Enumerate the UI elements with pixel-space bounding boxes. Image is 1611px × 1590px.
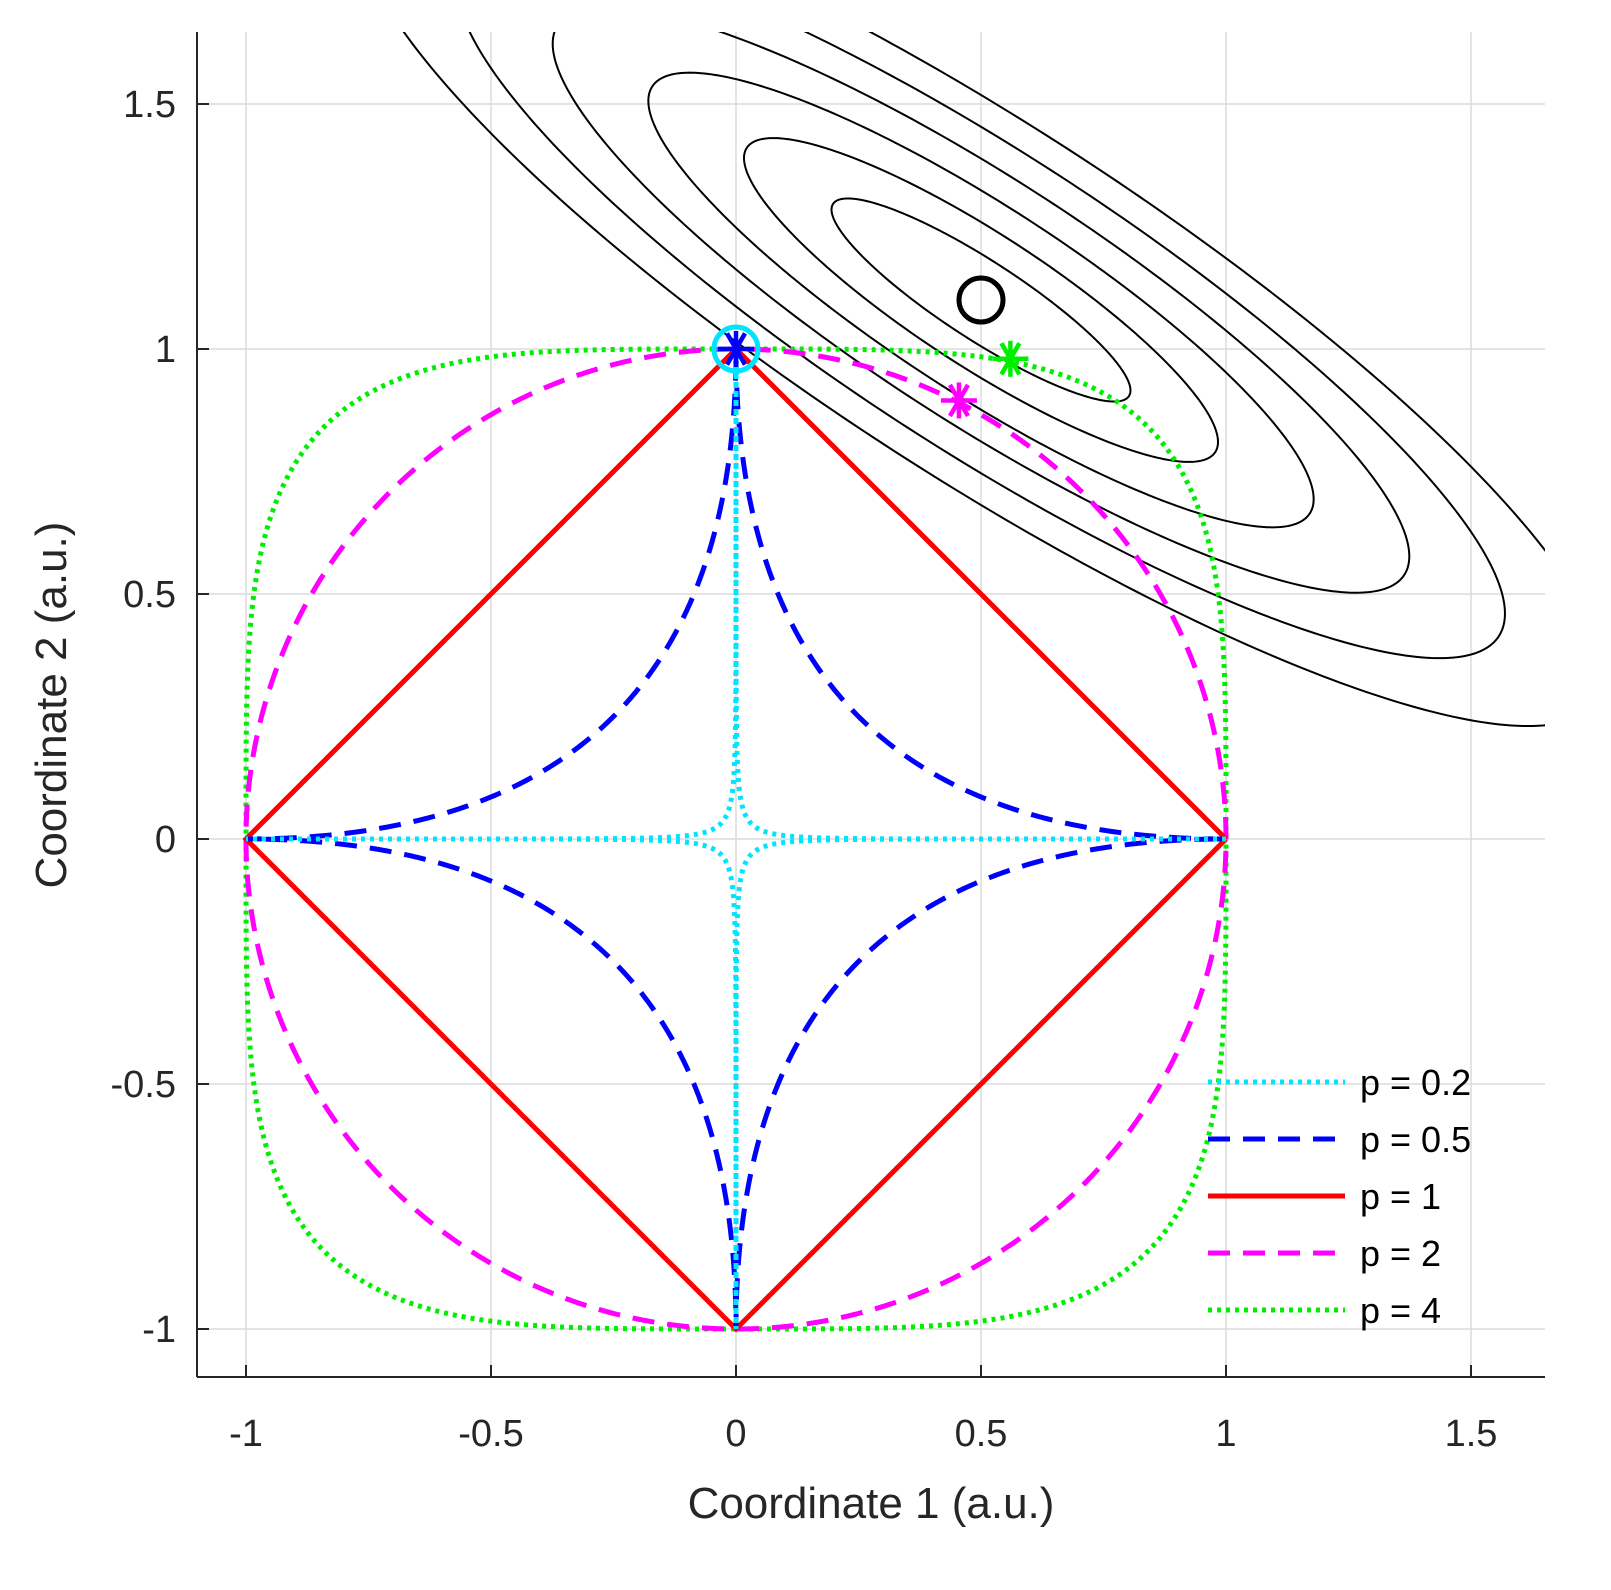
y-tick-label: -1 — [142, 1309, 176, 1351]
legend-label: p = 4 — [1360, 1290, 1441, 1331]
contour-lines — [402, 32, 1545, 728]
y-tick-label: -0.5 — [111, 1064, 176, 1106]
legend-item-p-0-2: p = 0.2 — [1208, 1062, 1471, 1103]
norm-balls — [242, 345, 1229, 1333]
x-tick-label: 1.5 — [1445, 1413, 1498, 1455]
y-tick-label: 0 — [155, 819, 176, 861]
solution-markers — [711, 275, 1029, 419]
contour-level-1 — [830, 197, 1132, 403]
contour-level-2 — [743, 137, 1219, 463]
contour-level-5 — [468, 32, 1506, 660]
legend-item-p-1: p = 1 — [1208, 1176, 1441, 1217]
y-axis-title: Coordinate 2 (a.u.) — [27, 522, 76, 889]
legend-label: p = 1 — [1360, 1176, 1441, 1217]
legend: p = 0.2 p = 0.5 p = 1 p = 2 p = 4 — [1208, 1062, 1471, 1331]
marker-p4-solution — [992, 340, 1029, 377]
legend-item-p-2: p = 2 — [1208, 1233, 1441, 1274]
contour-level-4 — [551, 32, 1411, 594]
y-tick-label: 1 — [155, 329, 176, 371]
x-tick-label: 0 — [725, 1413, 746, 1455]
legend-item-p-4: p = 4 — [1208, 1290, 1441, 1331]
legend-label: p = 0.5 — [1360, 1119, 1471, 1160]
contour-level-3 — [647, 71, 1315, 529]
series-line-p-0-5 — [246, 349, 1226, 1329]
legend-label: p = 2 — [1360, 1233, 1441, 1274]
y-tick-label: 1.5 — [123, 84, 176, 126]
x-axis-title: Coordinate 1 (a.u.) — [688, 1479, 1055, 1528]
x-tick-label: -0.5 — [458, 1413, 523, 1455]
legend-item-p-0-5: p = 0.5 — [1208, 1119, 1471, 1160]
series-line-p-2 — [243, 346, 1229, 1332]
tick-labels: -1 -0.5 0 0.5 1 1.5 -1 -0.5 0 0.5 1 1.5 — [111, 84, 1498, 1455]
x-tick-label: -1 — [229, 1413, 263, 1455]
marker-unconstrained-minimum — [956, 275, 1006, 325]
marker-p05-solution — [718, 331, 754, 367]
marker-p02-solution — [711, 324, 761, 374]
axes — [196, 32, 1545, 1378]
contour-level-6 — [402, 32, 1545, 728]
marker-p2-solution — [940, 382, 977, 419]
x-tick-label: 0.5 — [955, 1413, 1008, 1455]
y-tick-label: 0.5 — [123, 574, 176, 616]
legend-label: p = 0.2 — [1360, 1062, 1471, 1103]
grid — [197, 32, 1545, 1377]
x-tick-label: 1 — [1215, 1413, 1236, 1455]
